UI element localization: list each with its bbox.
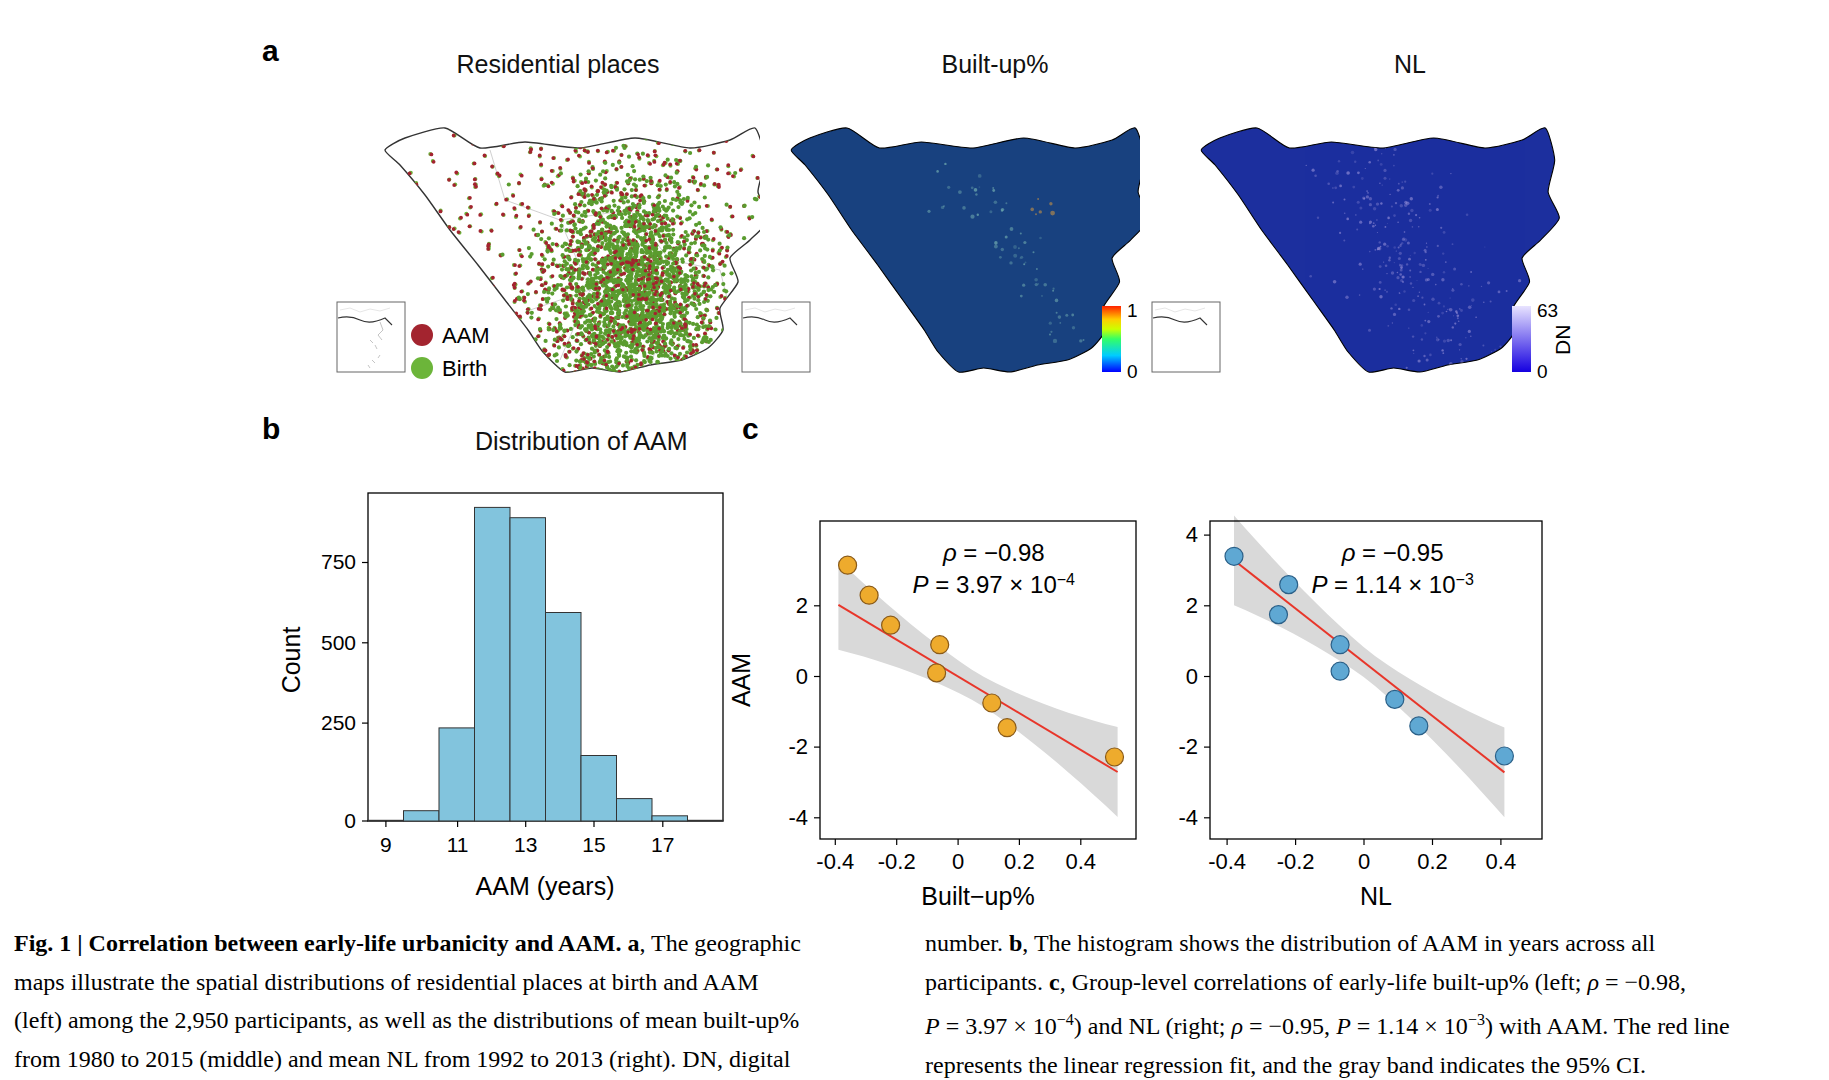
svg-text:0.2: 0.2: [1417, 849, 1448, 874]
svg-text:2: 2: [1186, 593, 1198, 618]
svg-text:0.4: 0.4: [1486, 849, 1517, 874]
svg-text:-2: -2: [1178, 734, 1198, 759]
svg-text:-2: -2: [788, 734, 808, 759]
svg-text:-0.4: -0.4: [1208, 849, 1246, 874]
svg-text:-0.2: -0.2: [878, 849, 916, 874]
svg-text:-0.2: -0.2: [1277, 849, 1315, 874]
svg-text:ρ = −0.98: ρ = −0.98: [942, 539, 1045, 566]
svg-text:0: 0: [1358, 849, 1370, 874]
svg-text:0.4: 0.4: [1066, 849, 1097, 874]
svg-text:0: 0: [1186, 664, 1198, 689]
svg-text:-4: -4: [1178, 805, 1198, 830]
svg-text:0.2: 0.2: [1004, 849, 1035, 874]
svg-text:P = 3.97 × 10−4: P = 3.97 × 10−4: [913, 571, 1075, 598]
svg-text:NL: NL: [1360, 882, 1392, 910]
svg-text:Built−up%: Built−up%: [921, 882, 1034, 910]
svg-text:2: 2: [796, 593, 808, 618]
svg-text:-0.4: -0.4: [816, 849, 854, 874]
svg-text:-4: -4: [788, 805, 808, 830]
svg-text:4: 4: [1186, 522, 1198, 547]
svg-text:ρ = −0.95: ρ = −0.95: [1341, 539, 1444, 566]
svg-text:AAM: AAM: [727, 653, 755, 707]
svg-text:0: 0: [952, 849, 964, 874]
svg-text:0: 0: [796, 664, 808, 689]
svg-text:P = 1.14 × 10−3: P = 1.14 × 10−3: [1311, 571, 1473, 598]
